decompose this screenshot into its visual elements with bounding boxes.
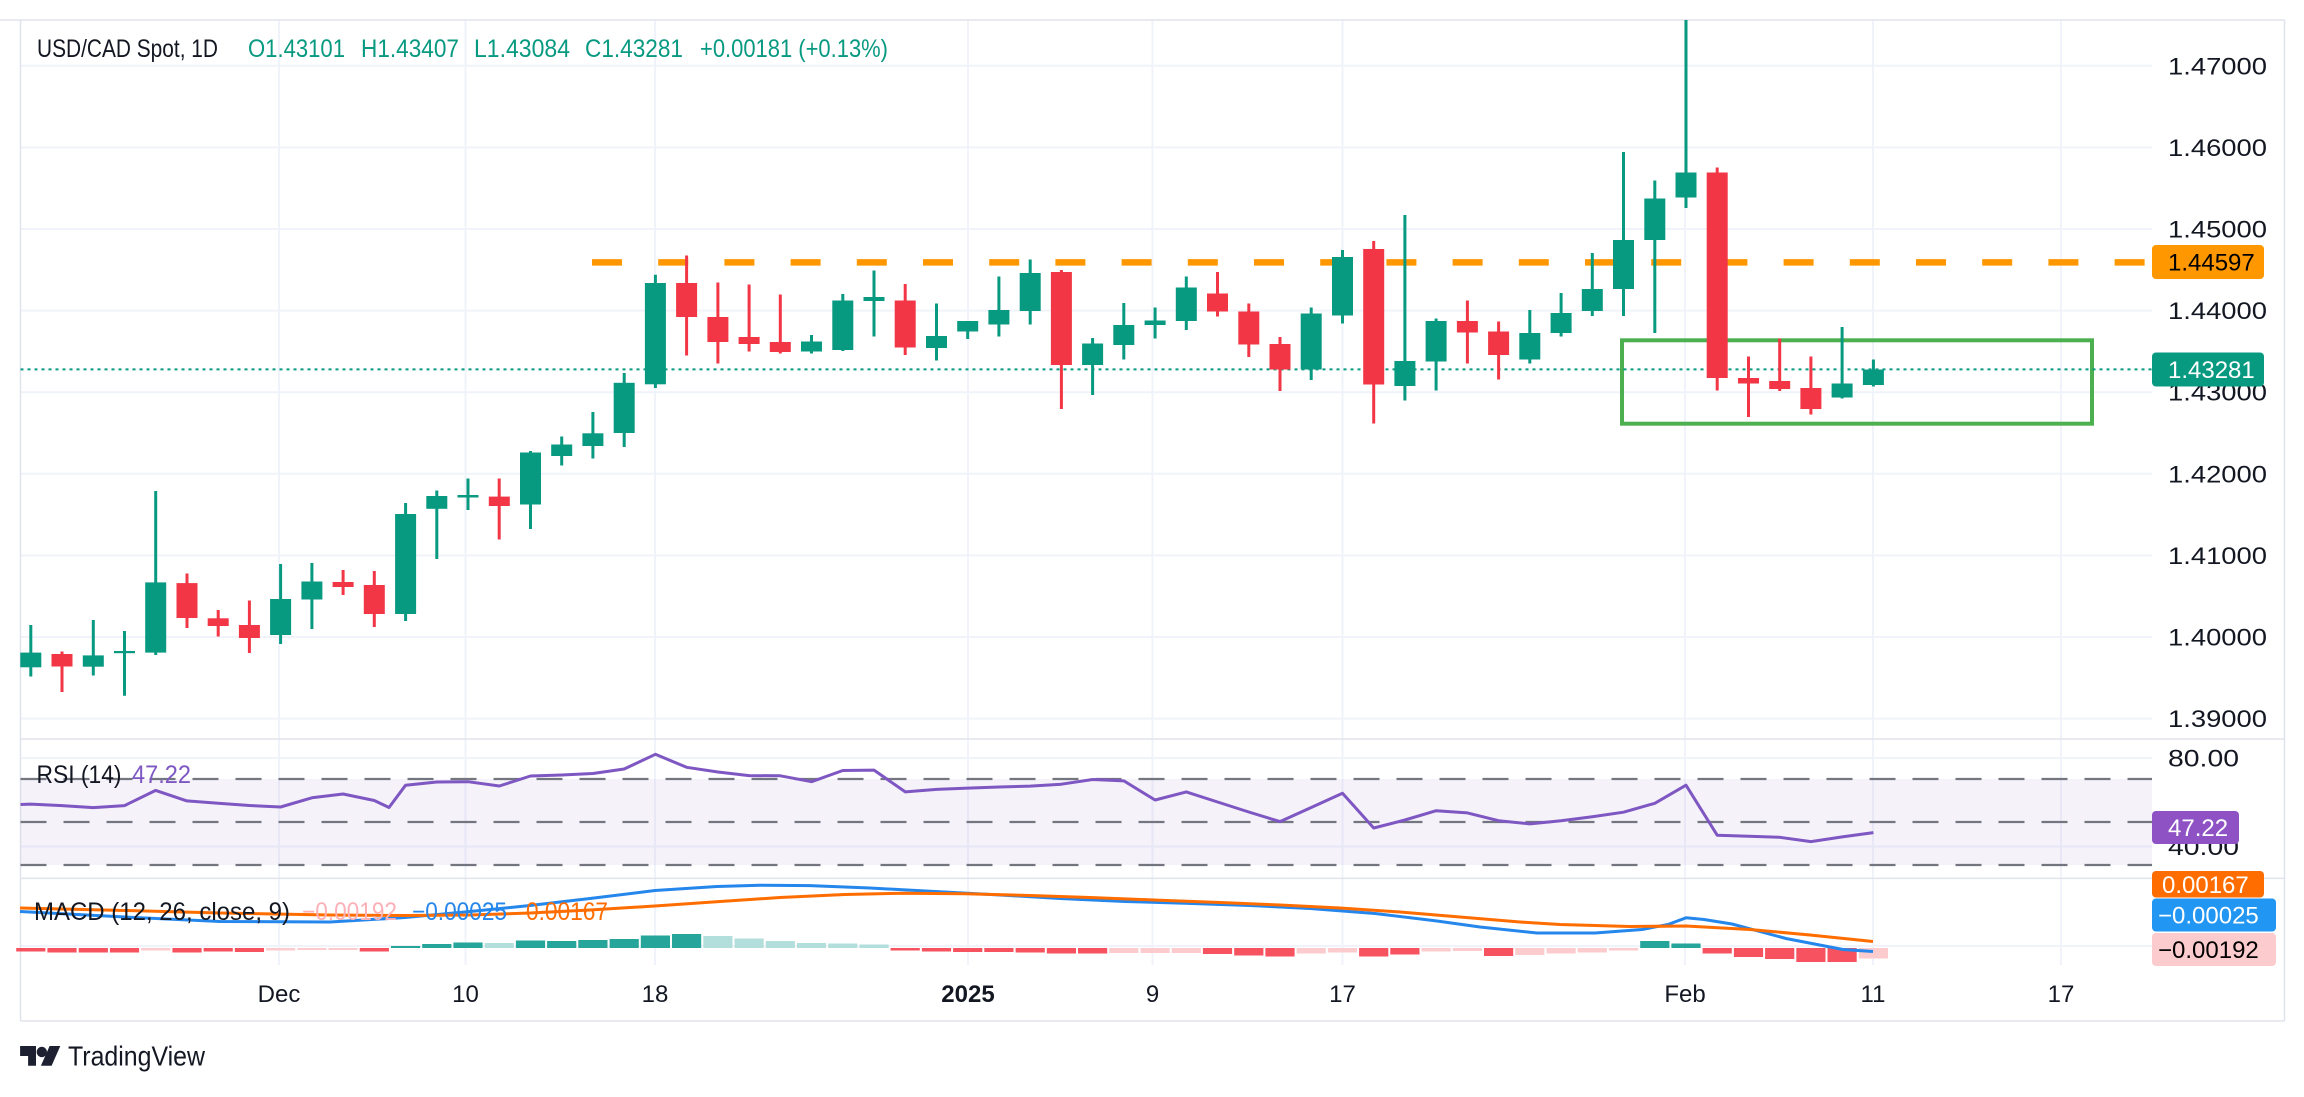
svg-text:1.40000: 1.40000: [2168, 625, 2267, 652]
svg-text:80.00: 80.00: [2168, 746, 2239, 773]
svg-text:Dec: Dec: [258, 981, 301, 1008]
svg-text:RSI (14): RSI (14): [37, 761, 122, 789]
svg-text:1.45000: 1.45000: [2168, 217, 2267, 244]
svg-text:1.47000: 1.47000: [2168, 53, 2267, 80]
svg-text:1.44000: 1.44000: [2168, 298, 2267, 325]
svg-text:C1.43281: C1.43281: [585, 35, 683, 63]
svg-text:17: 17: [1329, 981, 1356, 1008]
svg-text:11: 11: [1861, 981, 1886, 1008]
svg-text:1.43281: 1.43281: [2168, 357, 2255, 384]
svg-text:47.22: 47.22: [132, 761, 191, 789]
svg-text:−0.00192: −0.00192: [2158, 937, 2259, 964]
svg-text:−0.00192: −0.00192: [302, 898, 397, 926]
svg-text:1.39000: 1.39000: [2168, 706, 2267, 733]
svg-text:USD/CAD Spot, 1D: USD/CAD Spot, 1D: [37, 35, 218, 63]
svg-text:−0.00025: −0.00025: [2158, 903, 2259, 930]
svg-text:9: 9: [1146, 981, 1159, 1008]
svg-text:TradingView: TradingView: [68, 1041, 206, 1072]
svg-text:47.22: 47.22: [2168, 815, 2228, 842]
svg-text:17: 17: [2048, 981, 2075, 1008]
svg-text:0.00167: 0.00167: [526, 898, 608, 926]
svg-text:L1.43084: L1.43084: [474, 35, 570, 63]
svg-text:H1.43407: H1.43407: [361, 35, 459, 63]
svg-text:18: 18: [642, 981, 669, 1008]
svg-text:2025: 2025: [941, 981, 994, 1008]
svg-text:O1.43101: O1.43101: [248, 35, 345, 63]
svg-text:MACD (12, 26, close, 9): MACD (12, 26, close, 9): [34, 898, 290, 926]
svg-text:+0.00181 (+0.13%): +0.00181 (+0.13%): [700, 35, 888, 63]
svg-text:1.41000: 1.41000: [2168, 543, 2267, 570]
svg-text:−0.00025: −0.00025: [412, 898, 507, 926]
svg-text:1.42000: 1.42000: [2168, 461, 2267, 488]
svg-text:Feb: Feb: [1664, 981, 1705, 1008]
svg-text:0.00167: 0.00167: [2162, 872, 2249, 899]
svg-text:10: 10: [452, 981, 479, 1008]
svg-text:1.44597: 1.44597: [2168, 250, 2255, 277]
svg-text:1.46000: 1.46000: [2168, 135, 2267, 162]
